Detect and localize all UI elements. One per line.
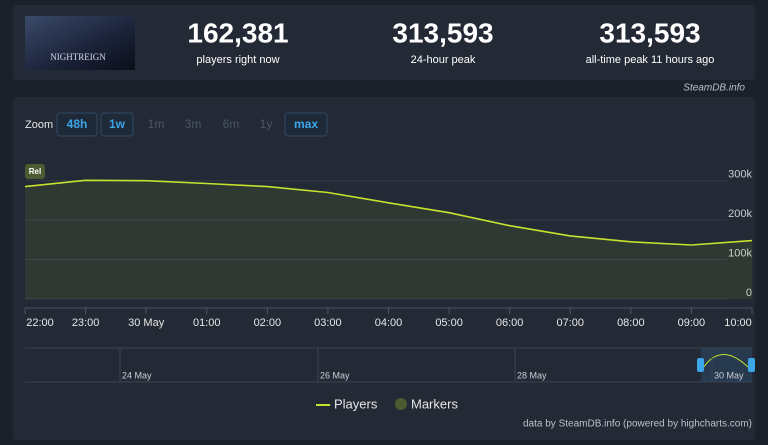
zoom-button[interactable] (100, 112, 134, 137)
credit: data by SteamDB.info (powered by highcha… (523, 419, 752, 430)
zoom-button-label[interactable]: max (294, 117, 318, 131)
x-tick-label: 30 May (128, 317, 165, 329)
thumbnail-text: NIGHTREIGN (50, 52, 106, 62)
stat-value: 313,593 (599, 17, 700, 48)
y-tick-label: 100k (728, 247, 752, 259)
stat-value: 162,381 (187, 17, 288, 48)
x-tick-label: 08:00 (617, 317, 645, 329)
zoom-button-label[interactable]: 1w (109, 117, 126, 131)
marker-label: Rel (29, 167, 41, 176)
x-tick-label: 04:00 (375, 317, 403, 329)
x-tick-label: 06:00 (496, 317, 524, 329)
navigator-label: 24 May (122, 370, 152, 380)
navigator-handle[interactable] (697, 358, 704, 372)
zoom-label: Zoom (25, 119, 53, 131)
zoom-button-label[interactable]: 48h (67, 117, 88, 131)
legend-symbol (395, 398, 407, 410)
series-area (25, 180, 752, 299)
x-tick-label: 10:00 (724, 317, 752, 329)
stat-label: all-time peak 11 hours ago (586, 54, 715, 66)
navigator-window[interactable] (701, 348, 752, 382)
x-tick-label: 22:00 (26, 317, 54, 329)
stat-label: 24-hour peak (411, 54, 476, 66)
zoom-button-label[interactable]: 1m (148, 117, 165, 131)
navigator-label: 26 May (320, 370, 350, 380)
x-tick-label: 05:00 (435, 317, 463, 329)
navigator-label: 28 May (517, 370, 547, 380)
game-thumbnail (25, 16, 135, 70)
x-tick-label: 01:00 (193, 317, 221, 329)
x-tick-label: 09:00 (678, 317, 706, 329)
y-tick-label: 300k (728, 169, 752, 181)
x-tick-label: 02:00 (254, 317, 282, 329)
marker-badge (25, 164, 45, 179)
legend-label[interactable]: Markers (411, 396, 458, 411)
zoom-button[interactable] (284, 112, 328, 137)
zoom-button[interactable] (56, 112, 98, 137)
source-link[interactable]: SteamDB.info (683, 83, 745, 94)
y-tick-label: 200k (728, 208, 752, 220)
x-tick-label: 23:00 (72, 317, 100, 329)
zoom-button-label[interactable]: 3m (185, 117, 202, 131)
zoom-button-label[interactable]: 6m (223, 117, 240, 131)
legend-label[interactable]: Players (334, 396, 378, 411)
x-tick-label: 03:00 (314, 317, 342, 329)
stat-value: 313,593 (392, 17, 493, 48)
zoom-button-label[interactable]: 1y (260, 117, 273, 131)
stats-panel (13, 5, 755, 80)
navigator-handle[interactable] (748, 358, 755, 372)
x-tick-label: 07:00 (556, 317, 584, 329)
navigator-label: 30 May (714, 370, 744, 380)
y-tick-label: 0 (746, 287, 752, 299)
navigator-line (702, 354, 752, 371)
stat-label: players right now (196, 54, 279, 66)
series-line (24, 179, 753, 246)
